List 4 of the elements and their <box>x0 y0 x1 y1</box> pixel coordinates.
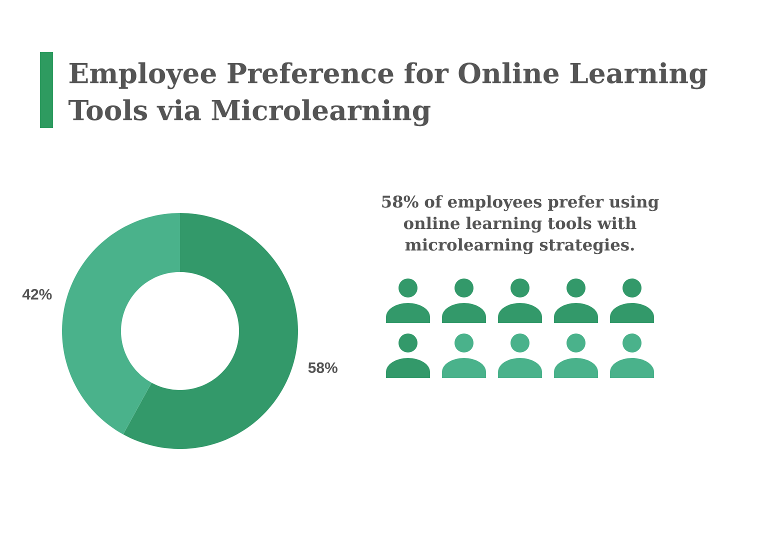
chart-title: Employee Preference for Online Learning Tools via Microlearning <box>68 62 708 126</box>
text: 58% of employees prefer using online learning tools with microlearning strategies. <box>382 195 659 254</box>
data-label: 42% <box>22 289 52 300</box>
data-label: 58% <box>308 362 338 373</box>
